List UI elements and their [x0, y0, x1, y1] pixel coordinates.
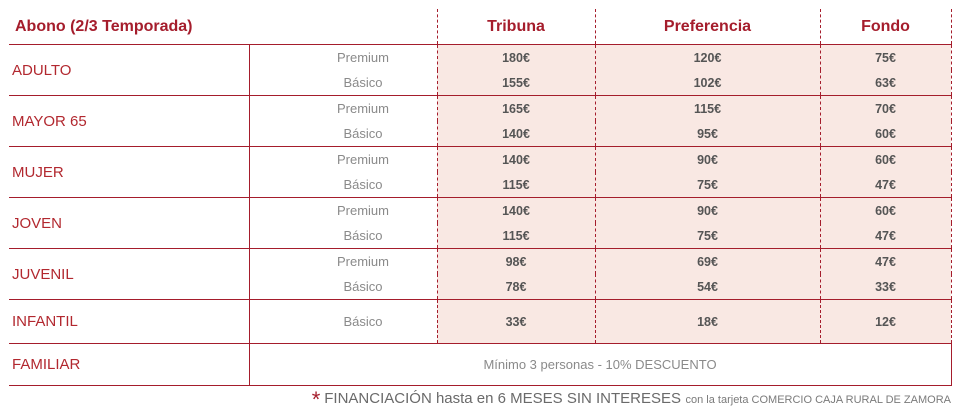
- category-label: INFANTIL: [9, 299, 250, 344]
- price-tribuna: 155€: [436, 70, 595, 96]
- price-tribuna: 115€: [436, 223, 595, 249]
- price-preferencia: 75€: [594, 223, 820, 249]
- price-preferencia: 54€: [594, 274, 820, 300]
- category-label: FAMILIAR: [9, 343, 250, 386]
- price-fondo: 75€: [819, 44, 952, 70]
- table-row: Básico 155€ 102€ 63€: [9, 70, 952, 96]
- ticket-type-label: Premium: [336, 254, 389, 269]
- price-preferencia: 90€: [594, 146, 820, 172]
- table-title: Abono (2/3 Temporada): [9, 9, 437, 45]
- ticket-type-label: Premium: [336, 152, 389, 167]
- price-tribuna: 140€: [436, 121, 595, 147]
- price-tribuna: 140€: [436, 197, 595, 223]
- price-fondo: 33€: [819, 274, 952, 300]
- price-fondo: 47€: [819, 172, 952, 198]
- table-header-row: Abono (2/3 Temporada) Tribuna Preferenci…: [9, 9, 952, 45]
- table-row: JUVENIL Premium 98€ 69€ 47€: [9, 248, 952, 300]
- category-label: JUVENIL: [9, 248, 250, 300]
- season-ticket-price-table: Abono (2/3 Temporada) Tribuna Preferenci…: [9, 9, 952, 386]
- price-preferencia: 95€: [594, 121, 820, 147]
- price-table-container: Abono (2/3 Temporada) Tribuna Preferenci…: [9, 9, 952, 386]
- price-tribuna: 33€: [436, 299, 595, 344]
- column-header-preferencia: Preferencia: [594, 9, 820, 45]
- table-row: ADULTO Premium 180€ 120€ 75€: [9, 44, 952, 96]
- category-label: MAYOR 65: [9, 95, 250, 147]
- price-tribuna: 165€: [436, 95, 595, 121]
- category-label: ADULTO: [9, 44, 250, 96]
- asterisk-icon: *: [311, 387, 321, 412]
- category-label: JOVEN: [9, 197, 250, 249]
- price-preferencia: 102€: [594, 70, 820, 96]
- table-row: JOVEN Premium 140€ 90€ 60€: [9, 197, 952, 249]
- financing-card-note: con la tarjeta COMERCIO CAJA RURAL DE ZA…: [685, 394, 952, 406]
- price-preferencia: 90€: [594, 197, 820, 223]
- price-tribuna: 78€: [436, 274, 595, 300]
- ticket-type-label: Premium: [336, 101, 389, 116]
- ticket-type-label: Básico: [249, 70, 437, 96]
- ticket-type-label: Básico: [249, 299, 437, 344]
- table-row: MUJER Premium 140€ 90€ 60€: [9, 146, 952, 198]
- price-fondo: 63€: [819, 70, 952, 96]
- familiar-discount-note: Mínimo 3 personas - 10% DESCUENTO: [249, 343, 952, 386]
- price-tribuna: 115€: [436, 172, 595, 198]
- price-fondo: 47€: [819, 248, 952, 274]
- table-row: INFANTIL Básico 33€ 18€ 12€: [9, 299, 952, 344]
- price-fondo: 60€: [819, 146, 952, 172]
- ticket-type-label: Básico: [249, 172, 437, 198]
- table-row: Básico 115€ 75€ 47€: [9, 223, 952, 249]
- price-fondo: 60€: [819, 121, 952, 147]
- ticket-type-label: Básico: [249, 274, 437, 300]
- price-preferencia: 18€: [594, 299, 820, 344]
- table-row: Básico 78€ 54€ 33€: [9, 274, 952, 300]
- price-preferencia: 69€: [594, 248, 820, 274]
- column-header-fondo: Fondo: [819, 9, 952, 45]
- price-preferencia: 75€: [594, 172, 820, 198]
- ticket-type-label: Premium: [336, 50, 389, 65]
- ticket-type-label: Premium: [336, 203, 389, 218]
- table-row: Básico 115€ 75€ 47€: [9, 172, 952, 198]
- ticket-type-label: Básico: [249, 121, 437, 147]
- financing-text: FINANCIACIÓN hasta en 6 MESES SIN INTERE…: [324, 390, 682, 407]
- financing-footer: * FINANCIACIÓN hasta en 6 MESES SIN INTER…: [0, 387, 951, 413]
- price-fondo: 60€: [819, 197, 952, 223]
- price-preferencia: 120€: [594, 44, 820, 70]
- column-header-tribuna: Tribuna: [436, 9, 595, 45]
- price-preferencia: 115€: [594, 95, 820, 121]
- price-tribuna: 180€: [436, 44, 595, 70]
- table-row: Básico 140€ 95€ 60€: [9, 121, 952, 147]
- ticket-type-label: Básico: [249, 223, 437, 249]
- price-tribuna: 140€: [436, 146, 595, 172]
- price-tribuna: 98€: [436, 248, 595, 274]
- category-label: MUJER: [9, 146, 250, 198]
- price-fondo: 12€: [819, 299, 952, 344]
- price-fondo: 70€: [819, 95, 952, 121]
- price-fondo: 47€: [819, 223, 952, 249]
- table-row: MAYOR 65 Premium 165€ 115€ 70€: [9, 95, 952, 147]
- table-row-familiar: FAMILIAR Mínimo 3 personas - 10% DESCUEN…: [9, 343, 952, 386]
